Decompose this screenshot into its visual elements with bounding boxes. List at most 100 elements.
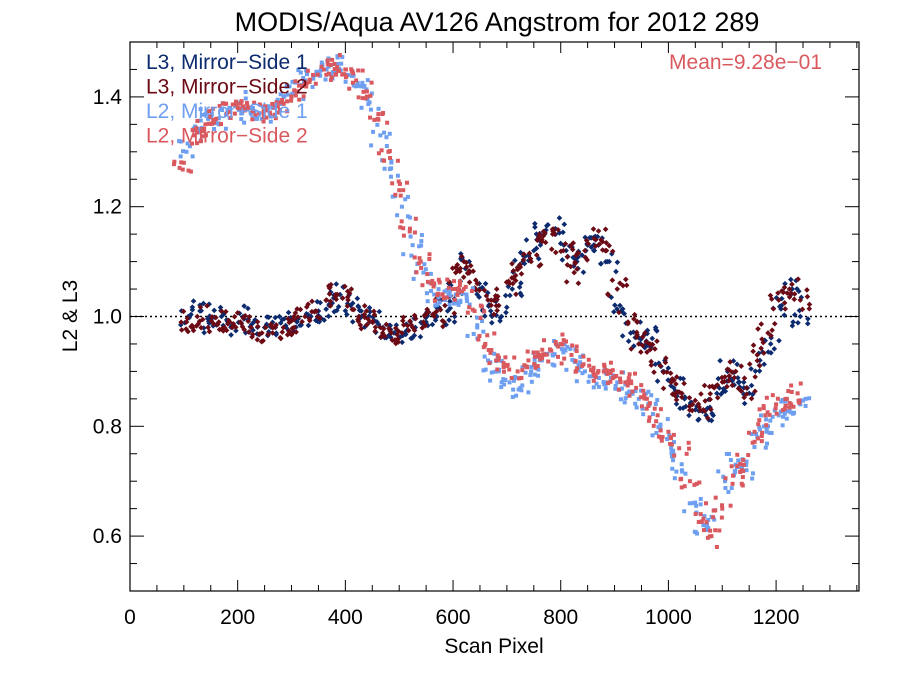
data-point-scatter [633,371,638,376]
data-point-scatter [626,376,631,381]
data-point-scatter [671,458,676,463]
data-point-scatter [669,454,674,459]
data-point-scatter [309,298,315,305]
data-point-scatter [344,288,351,295]
data-point-scatter [779,399,784,404]
data-point-scatter [234,102,239,107]
x-tick-labels: 0 200 400 600 800 1000 1200 [124,606,799,629]
data-point [399,330,405,336]
data-point-scatter [517,290,524,297]
data-point-scatter [564,262,571,268]
data-point-scatter [405,214,410,219]
data-point-scatter [655,397,660,402]
data-point [731,473,736,478]
plot-area [129,41,860,592]
data-point-scatter [714,394,721,401]
data-point-scatter [305,80,310,85]
data-point-scatter [401,226,406,231]
data-point-scatter [250,105,255,110]
data-point-scatter [211,118,216,123]
data-point-scatter [217,304,224,311]
data-point-scatter [561,221,568,228]
data-point [636,396,641,401]
data-point-scatter [803,403,808,408]
data-point-scatter [330,70,335,75]
data-point-scatter [701,528,706,533]
data-point-scatter [574,349,579,354]
data-point-scatter [796,398,801,403]
data-point-scatter [302,81,307,86]
data-point-scatter [683,471,688,476]
data-point-scatter [419,265,424,270]
data-point-scatter [399,339,405,346]
data-point-scatter [697,407,704,414]
data-point-scatter [538,355,543,360]
data-point-scatter [662,359,669,366]
data-point-scatter [740,379,747,386]
data-point-scatter [682,484,687,489]
data-point-scatter [492,331,497,336]
data-point-scatter [342,72,347,77]
data-point-scatter [575,250,582,256]
data-point-scatter [520,257,527,263]
data-point-scatter [350,80,355,85]
data-point-scatter [563,348,568,353]
data-point-scatter [471,331,476,336]
x-tick-label: 1000 [645,606,692,629]
data-point-scatter [386,332,393,338]
data-point-scatter [765,410,770,415]
data-point-scatter [343,79,348,84]
data-point-scatter [782,306,789,312]
data-point-scatter [568,346,573,351]
data-point-scatter [735,385,742,392]
data-point [184,149,189,154]
data-point-scatter [548,246,555,253]
data-point-scatter [521,251,527,257]
data-point-scatter [720,503,725,508]
data-point-scatter [752,388,758,395]
data-point-scatter [314,298,321,305]
data-point-scatter [216,326,223,333]
data-point-scatter [330,295,337,301]
data-point-scatter [507,367,512,372]
x-tick-label: 1200 [753,606,800,629]
data-point [378,133,383,138]
data-point-scatter [483,293,490,299]
data-point-scatter [570,263,577,269]
data-point-scatter [285,309,292,316]
data-point-scatter [775,290,781,296]
data-point [775,297,782,303]
data-point-scatter [241,326,248,333]
data-point-scatter [686,440,691,445]
data-point-scatter [780,289,787,296]
data-point-scatter [644,406,649,411]
data-point-scatter [200,300,207,307]
data-point-scatter [805,316,811,322]
data-point-scatter [416,261,421,266]
data-point-scatter [241,303,247,309]
data-point-scatter [535,350,540,355]
data-point-scatter [482,309,487,314]
data-point-scatter [444,295,449,300]
data-point-scatter [324,72,329,77]
data-point-scatter [316,318,323,325]
data-point-scatter [541,352,546,357]
data-point-scatter [658,407,663,412]
data-point-scatter [388,174,393,179]
data-point-scatter [671,440,676,445]
data-point-scatter [783,399,788,404]
data-point-scatter [466,279,473,286]
data-point-scatter [429,289,434,294]
data-point-scatter [517,249,524,256]
data-point-scatter [639,342,646,349]
data-point-scatter [242,312,249,319]
data-point-scatter [761,361,767,368]
data-point-scatter [372,324,379,330]
data-point-scatter [427,256,432,261]
data-point-scatter [629,379,634,384]
data-point-scatter [454,262,461,268]
data-point-scatter [419,325,426,331]
data-point-scatter [728,458,733,463]
data-point-scatter [273,330,280,336]
data-point-scatter [586,357,591,362]
